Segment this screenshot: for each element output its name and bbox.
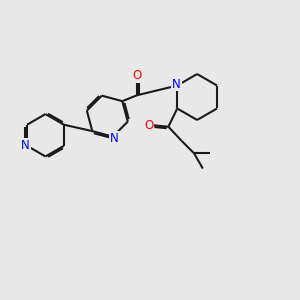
Text: N: N bbox=[172, 77, 181, 91]
Text: N: N bbox=[21, 140, 30, 152]
Text: O: O bbox=[132, 69, 142, 82]
Text: O: O bbox=[144, 119, 153, 132]
Text: N: N bbox=[110, 132, 118, 145]
